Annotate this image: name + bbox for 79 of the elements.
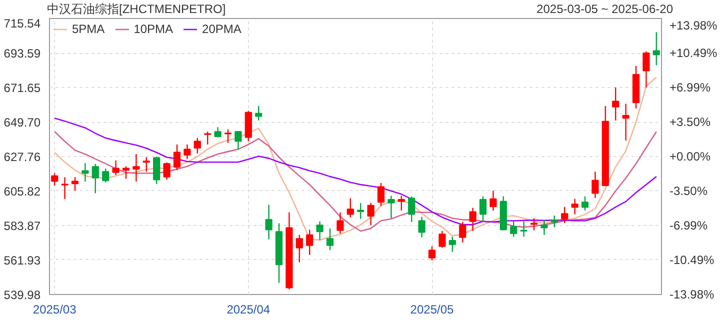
candlestick: [428, 246, 436, 262]
y2-tick-label: -13.98%: [670, 288, 715, 302]
legend-label: 10PMA: [134, 22, 174, 36]
candlestick: [652, 32, 660, 66]
candlestick: [336, 212, 344, 234]
candlestick: [296, 234, 303, 263]
candlestick: [612, 86, 620, 122]
candlestick: [214, 126, 222, 138]
candlestick: [561, 206, 568, 224]
legend-label: 5PMA: [72, 22, 105, 36]
candlestick: [316, 220, 324, 241]
y2-tick-label: +6.99%: [670, 80, 711, 94]
y-tick-label: 627.76: [4, 150, 41, 164]
y-tick-label: 561.93: [4, 253, 41, 268]
candlestick: [377, 182, 385, 207]
y2-tick-label: -10.49%: [670, 253, 715, 268]
candlestick: [132, 153, 140, 182]
chart-subtitle: 2025-03-05 ~ 2025-06-20: [536, 1, 673, 18]
candlestick: [550, 214, 558, 228]
candlestick: [622, 103, 630, 142]
candlestick: [367, 202, 374, 226]
candlestick: [265, 204, 272, 240]
candlestick: [571, 198, 578, 215]
y2-tick-label: -6.99%: [670, 218, 708, 232]
y-tick-label: 649.70: [4, 116, 41, 130]
candlestick: [112, 160, 120, 176]
candlestick: [184, 144, 191, 160]
candlestick: [71, 176, 79, 192]
candlestick: [92, 163, 99, 194]
candlestick: [418, 216, 426, 238]
y2-tick-label: -3.50%: [670, 184, 708, 198]
x-tick-label: 2025/04: [226, 302, 270, 316]
candlestick: [388, 195, 395, 219]
candlestick: [540, 220, 548, 236]
candlestick: [408, 196, 416, 223]
candlestick: [592, 171, 599, 199]
y-tick-label: 715.54: [4, 16, 41, 30]
y2-tick-label: +0.00%: [670, 150, 711, 164]
candlestick: [581, 196, 589, 212]
x-tick-label: 2025/05: [410, 302, 454, 316]
candlestick: [102, 168, 110, 183]
candlestick: [398, 195, 405, 212]
candlestick: [510, 220, 518, 238]
y-tick-label: 539.98: [4, 288, 41, 302]
y-tick-label: 583.87: [4, 219, 41, 233]
y-tick-label: 605.82: [4, 184, 41, 198]
y2-tick-label: +13.98%: [670, 18, 718, 32]
candlestick: [326, 228, 334, 251]
candlestick: [204, 131, 212, 146]
candlestick: [82, 162, 89, 182]
candlestick: [357, 202, 364, 220]
x-tick-label: 2025/03: [32, 302, 77, 316]
y2-tick-label: +3.50%: [670, 114, 711, 129]
candlestick: [346, 198, 354, 218]
candlestick: [459, 221, 466, 244]
candlestick: [122, 166, 130, 180]
candlestick: [194, 137, 201, 154]
candlestick: [469, 207, 476, 232]
y2-tick-label: +10.49%: [670, 46, 718, 60]
candlestick: [479, 196, 487, 223]
candlestick: [61, 176, 68, 200]
candlestick: [173, 144, 181, 171]
y-tick-label: 693.59: [4, 46, 41, 61]
legend-label: 20PMA: [202, 22, 242, 36]
candlestick: [224, 128, 232, 144]
candlestick: [51, 172, 58, 186]
candlestick: [438, 230, 446, 248]
candlestick: [520, 220, 528, 238]
candlestick: [642, 50, 650, 88]
candlestick: [255, 105, 262, 122]
chart-title: 中汉石油综指[ZHCTMENPETRO]: [47, 1, 226, 18]
candlestick: [306, 229, 314, 256]
candlestick: [163, 162, 170, 180]
candlestick: [153, 156, 160, 185]
candlestick: [448, 236, 456, 252]
y-tick-label: 671.65: [4, 81, 41, 95]
candlestick: [234, 130, 242, 150]
candlestick: [490, 190, 497, 212]
candlestick: [142, 156, 150, 172]
